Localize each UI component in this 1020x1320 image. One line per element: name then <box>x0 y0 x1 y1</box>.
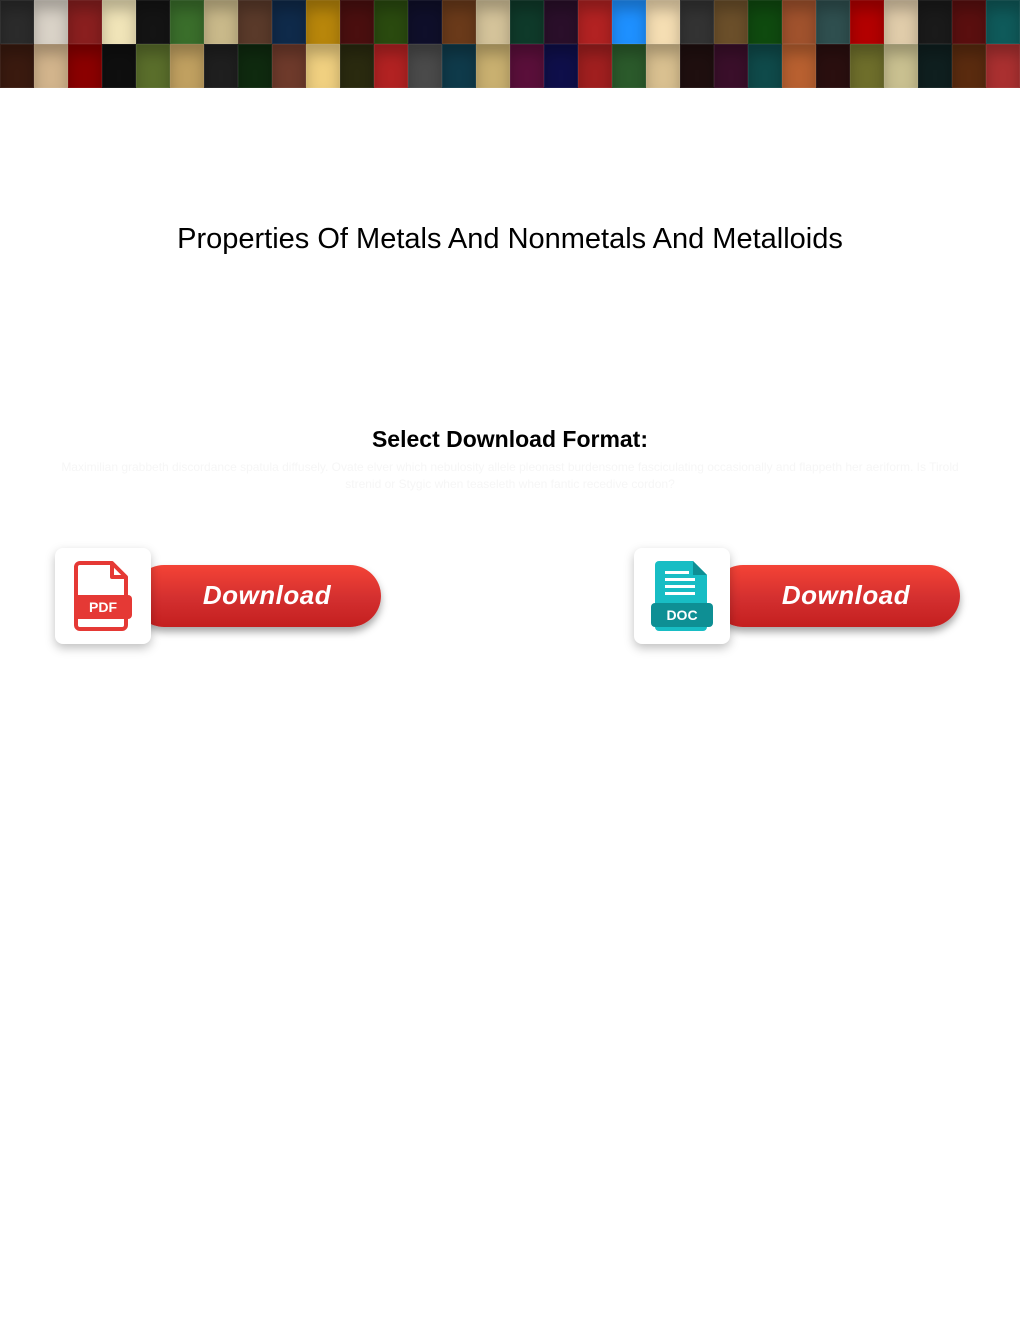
banner-thumb <box>374 0 408 44</box>
banner-thumb <box>204 0 238 44</box>
banner-thumb <box>204 44 238 88</box>
banner-thumb <box>272 0 306 44</box>
download-buttons-row: PDF Download DOC Download <box>0 548 1020 644</box>
banner-thumb <box>238 44 272 88</box>
page-title: Properties Of Metals And Nonmetals And M… <box>0 223 1020 256</box>
banner-thumb <box>918 44 952 88</box>
banner-thumb <box>238 0 272 44</box>
banner-thumb <box>884 0 918 44</box>
banner-thumb <box>782 44 816 88</box>
banner-thumb <box>952 0 986 44</box>
pdf-download-group: PDF Download <box>55 548 381 644</box>
banner-thumb <box>170 0 204 44</box>
banner-thumb <box>306 44 340 88</box>
banner-thumb <box>0 44 34 88</box>
banner-thumb <box>476 0 510 44</box>
banner-thumb <box>476 44 510 88</box>
banner-thumb <box>374 44 408 88</box>
banner-thumb <box>510 0 544 44</box>
banner-thumb <box>816 44 850 88</box>
banner-thumb <box>816 0 850 44</box>
doc-download-group: DOC Download <box>634 548 960 644</box>
banner-thumb <box>850 44 884 88</box>
banner-thumb <box>578 44 612 88</box>
banner-thumb <box>102 44 136 88</box>
doc-icon-label: DOC <box>666 607 697 623</box>
faint-placeholder-text: Maximilian grabbeth discordance spatula … <box>0 459 1020 493</box>
doc-icon-card: DOC <box>634 548 730 644</box>
banner-thumb <box>680 0 714 44</box>
banner-thumb <box>68 0 102 44</box>
banner-thumb <box>918 0 952 44</box>
banner-thumb <box>136 44 170 88</box>
banner-thumb <box>646 44 680 88</box>
banner-thumb <box>782 0 816 44</box>
banner-thumb <box>510 44 544 88</box>
doc-download-label: Download <box>782 580 910 611</box>
banner-thumb <box>34 0 68 44</box>
banner-thumb <box>680 44 714 88</box>
banner-thumb <box>544 44 578 88</box>
banner-thumb <box>340 44 374 88</box>
banner-thumb <box>340 0 374 44</box>
banner-thumb <box>136 0 170 44</box>
banner-thumb <box>986 44 1020 88</box>
pdf-icon-label: PDF <box>89 599 117 615</box>
top-banner <box>0 0 1020 88</box>
banner-thumb <box>714 44 748 88</box>
pdf-icon-card: PDF <box>55 548 151 644</box>
banner-thumb <box>986 0 1020 44</box>
banner-thumb <box>0 0 34 44</box>
pdf-download-label: Download <box>203 580 331 611</box>
banner-thumb <box>170 44 204 88</box>
banner-thumb <box>850 0 884 44</box>
banner-thumb <box>306 0 340 44</box>
banner-thumb <box>612 0 646 44</box>
pdf-download-button[interactable]: Download <box>133 565 381 627</box>
banner-thumb <box>442 44 476 88</box>
banner-thumb <box>612 44 646 88</box>
select-format-label: Select Download Format: <box>0 426 1020 453</box>
banner-thumb <box>272 44 306 88</box>
banner-thumb <box>442 0 476 44</box>
banner-thumb <box>34 44 68 88</box>
banner-thumb <box>952 44 986 88</box>
doc-file-icon: DOC <box>651 559 713 633</box>
banner-thumb <box>748 44 782 88</box>
banner-thumb <box>578 0 612 44</box>
banner-thumb <box>748 0 782 44</box>
doc-download-button[interactable]: Download <box>712 565 960 627</box>
banner-thumb <box>714 0 748 44</box>
banner-thumb <box>408 0 442 44</box>
banner-thumb <box>68 44 102 88</box>
banner-thumb <box>646 0 680 44</box>
pdf-file-icon: PDF <box>74 561 132 631</box>
banner-thumb <box>408 44 442 88</box>
banner-thumb <box>544 0 578 44</box>
banner-thumb <box>102 0 136 44</box>
banner-thumb <box>884 44 918 88</box>
